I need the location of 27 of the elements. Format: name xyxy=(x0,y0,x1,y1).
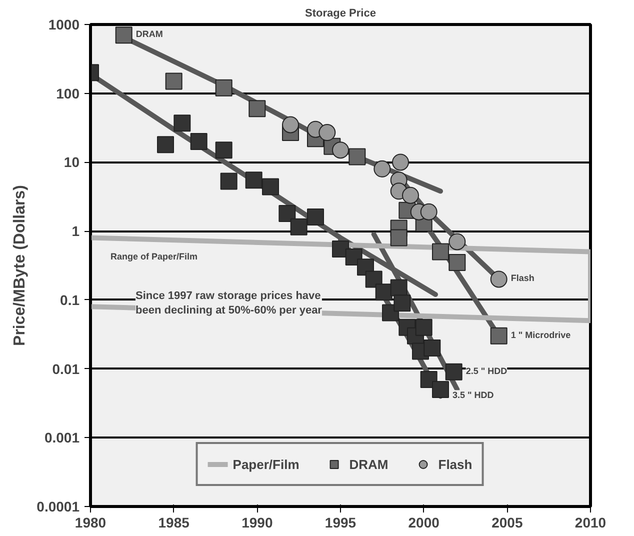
x-tick-label: 1995 xyxy=(324,514,356,530)
y-tick-label: 1 xyxy=(72,223,80,240)
y-tick-label: 0.0001 xyxy=(36,498,80,514)
x-tick-label: 1990 xyxy=(242,514,273,530)
y-tick-label: 0.1 xyxy=(60,292,80,308)
annotation: DRAM xyxy=(136,29,163,40)
annotation: Flash xyxy=(510,273,534,284)
x-tick-label: 2010 xyxy=(574,514,606,530)
legend-label: Flash xyxy=(438,456,472,472)
legend-label: Paper/Film xyxy=(232,456,300,472)
y-tick-label: 10 xyxy=(64,154,80,170)
annotation: 1 " Microdrive xyxy=(510,330,571,340)
legend-label: DRAM xyxy=(349,456,388,472)
y-tick-label: 1000 xyxy=(48,16,80,32)
annotation: Range of Paper/Film xyxy=(110,252,198,262)
x-tick-label: 2005 xyxy=(492,514,523,530)
x-tick-label: 1985 xyxy=(158,514,190,530)
y-axis-title: Price/MByte (Dollars) xyxy=(12,185,29,346)
x-tick-label: 1980 xyxy=(74,514,106,530)
chart-title: Storage Price xyxy=(305,8,376,20)
y-tick-label: 0.01 xyxy=(52,360,80,377)
x-tick-label: 2000 xyxy=(408,514,440,530)
y-tick-label: 100 xyxy=(56,85,80,102)
annotation: Since 1997 raw storage prices have been declining at 50%-60% per year xyxy=(136,290,323,316)
annotation: 3.5 " HDD xyxy=(452,390,494,400)
y-tick-label: 0.001 xyxy=(44,430,80,446)
annotation: 2.5 " HDD xyxy=(466,366,508,376)
